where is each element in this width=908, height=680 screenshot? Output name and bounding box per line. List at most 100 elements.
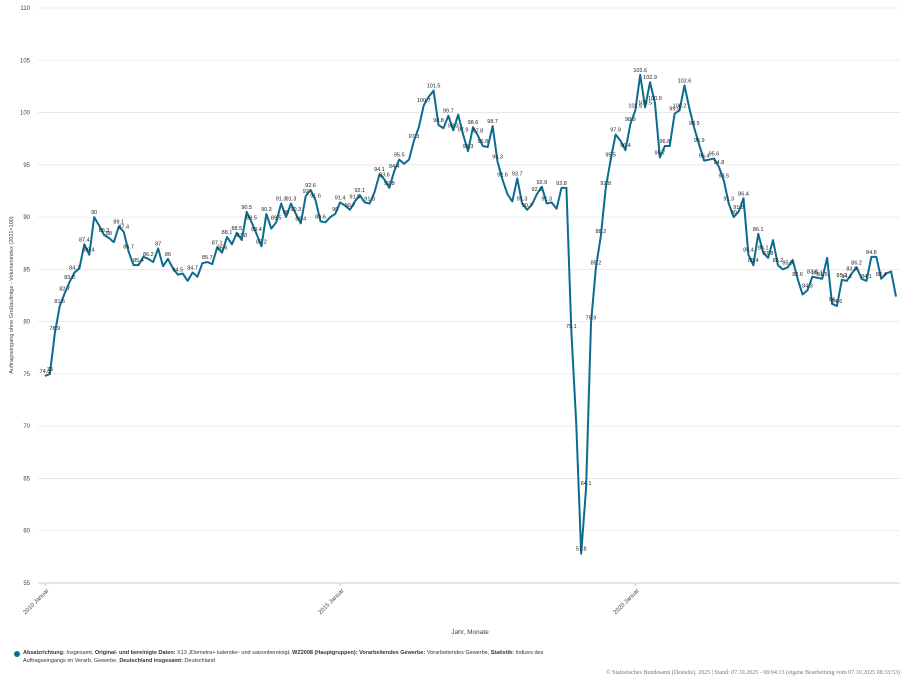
y-tick-label: 60 bbox=[23, 529, 30, 535]
data-label: 91.3 bbox=[276, 197, 287, 203]
data-label: 98.5 bbox=[689, 121, 700, 127]
data-label: 92.9 bbox=[536, 180, 547, 186]
data-label: 86.1 bbox=[758, 246, 769, 252]
y-tick-label: 105 bbox=[20, 58, 31, 64]
data-label: 89.4 bbox=[295, 216, 306, 222]
data-label: 95.4 bbox=[699, 154, 710, 160]
legend-value-adjustment: X13 JDemetra+ kalender- und saisonberein… bbox=[175, 650, 293, 656]
data-label: 88.3 bbox=[99, 228, 110, 234]
data-label: 78.9 bbox=[49, 326, 60, 332]
data-label: 100.2 bbox=[673, 103, 687, 109]
data-label: 96.4 bbox=[620, 143, 631, 149]
data-label: 91.3 bbox=[517, 197, 528, 203]
data-label: 88.4 bbox=[748, 258, 759, 264]
data-label: 84.6 bbox=[832, 299, 843, 305]
data-label: 97.9 bbox=[610, 128, 621, 134]
data-label: 86 bbox=[165, 252, 171, 258]
data-label: 101.5 bbox=[427, 84, 441, 90]
y-tick-label: 85 bbox=[23, 267, 30, 273]
data-label: 85.7 bbox=[202, 255, 213, 261]
data-label: 85.2 bbox=[773, 258, 784, 264]
series-line bbox=[44, 73, 897, 555]
data-label: 100.9 bbox=[648, 96, 662, 102]
y-tick-label: 75 bbox=[23, 372, 30, 378]
data-label: 79.9 bbox=[586, 316, 597, 322]
data-label: 79.1 bbox=[566, 324, 577, 330]
data-label: 91.6 bbox=[310, 193, 321, 199]
y-tick-label: 95 bbox=[23, 163, 30, 169]
data-label: 96.8 bbox=[477, 139, 488, 145]
data-label: 81.5 bbox=[817, 272, 828, 278]
data-label: 86.2 bbox=[143, 252, 154, 258]
data-label: 98.8 bbox=[433, 118, 444, 124]
data-label: 97.3 bbox=[409, 134, 420, 140]
data-label: 90 bbox=[91, 210, 97, 216]
data-label: 64.1 bbox=[581, 481, 592, 487]
data-label: 89.5 bbox=[246, 215, 257, 221]
data-label: 93.7 bbox=[512, 171, 523, 177]
data-label: 96.3 bbox=[463, 144, 474, 150]
y-axis-title: Auftragseingang ohne Großaufträge - Volu… bbox=[9, 216, 15, 373]
data-label: 86.7 bbox=[123, 245, 134, 251]
data-label: 92 bbox=[303, 189, 309, 195]
data-label: 91.8 bbox=[733, 205, 744, 211]
data-label: 102.6 bbox=[678, 78, 692, 84]
data-label: 90 bbox=[283, 210, 289, 216]
legend-value-direction: Insgesamt, bbox=[64, 650, 95, 656]
y-tick-label: 110 bbox=[20, 6, 30, 12]
data-label: 95.7 bbox=[655, 151, 666, 157]
data-label: 84.3 bbox=[802, 283, 813, 289]
data-label: 87.2 bbox=[256, 239, 267, 245]
data-label: 92.8 bbox=[384, 181, 395, 187]
data-label: 87.4 bbox=[79, 237, 90, 243]
data-label: 92.6 bbox=[305, 183, 316, 189]
x-tick-label: 2010 Januar bbox=[23, 588, 51, 616]
data-label: 89.5 bbox=[271, 215, 282, 221]
data-label: 83.8 bbox=[64, 275, 75, 281]
data-label: 90 bbox=[731, 210, 737, 216]
data-label: 93.5 bbox=[718, 174, 729, 180]
data-label: 91.4 bbox=[335, 195, 346, 201]
data-label: 75 bbox=[47, 367, 53, 373]
data-label: 90.3 bbox=[261, 207, 272, 213]
data-label: 89.6 bbox=[315, 214, 326, 220]
data-label: 86.1 bbox=[753, 227, 764, 233]
legend-value-statistic: Indizes des Auftragseingangs im Verarb. … bbox=[23, 650, 544, 664]
data-label: 96.9 bbox=[694, 138, 705, 144]
data-label: 85.2 bbox=[837, 273, 848, 279]
data-label: 85.4 bbox=[133, 258, 144, 264]
y-tick-label: 70 bbox=[23, 424, 30, 430]
data-label: 101.5 bbox=[628, 103, 642, 109]
data-label: 86.4 bbox=[738, 191, 749, 197]
x-tick-label: 2020 Januar bbox=[613, 588, 641, 616]
data-label: 90.7 bbox=[522, 203, 533, 209]
data-label: 82.6 bbox=[792, 272, 803, 278]
data-label: 84.1 bbox=[861, 274, 872, 280]
data-label: 84.7 bbox=[187, 266, 198, 272]
data-label: 88.4 bbox=[251, 227, 262, 233]
data-label: 98.3 bbox=[448, 123, 459, 129]
data-label: 90 bbox=[332, 207, 338, 213]
data-label: 74.8 bbox=[40, 369, 51, 375]
data-label: 97.9 bbox=[458, 128, 469, 134]
data-label: 100.7 bbox=[417, 98, 431, 104]
data-label: 96.8 bbox=[659, 139, 670, 145]
data-label: 84.7 bbox=[69, 266, 80, 272]
data-label: 88.5 bbox=[231, 226, 242, 232]
data-label: 99.9 bbox=[669, 107, 680, 113]
data-label: 102.9 bbox=[643, 75, 657, 81]
data-label: 91.3 bbox=[286, 197, 297, 203]
legend-text: Absatzrichtung: Insgesamt, Original- und… bbox=[23, 650, 574, 665]
data-label: 94.1 bbox=[374, 167, 385, 173]
data-label: 95.5 bbox=[394, 153, 405, 159]
legend-value-sector: Vorarbeitendes Gewerbe, bbox=[425, 650, 491, 656]
data-label: 95.3 bbox=[492, 155, 503, 161]
data-label: 86.1 bbox=[812, 271, 823, 277]
x-tick-label: 2015 Januar bbox=[318, 588, 346, 616]
data-label: 83.9 bbox=[846, 267, 857, 273]
data-label: 86.4 bbox=[84, 248, 95, 254]
data-label: 84 bbox=[829, 297, 835, 303]
y-tick-label: 65 bbox=[23, 476, 30, 482]
legend-label-direction: Absatzrichtung: bbox=[23, 650, 65, 656]
